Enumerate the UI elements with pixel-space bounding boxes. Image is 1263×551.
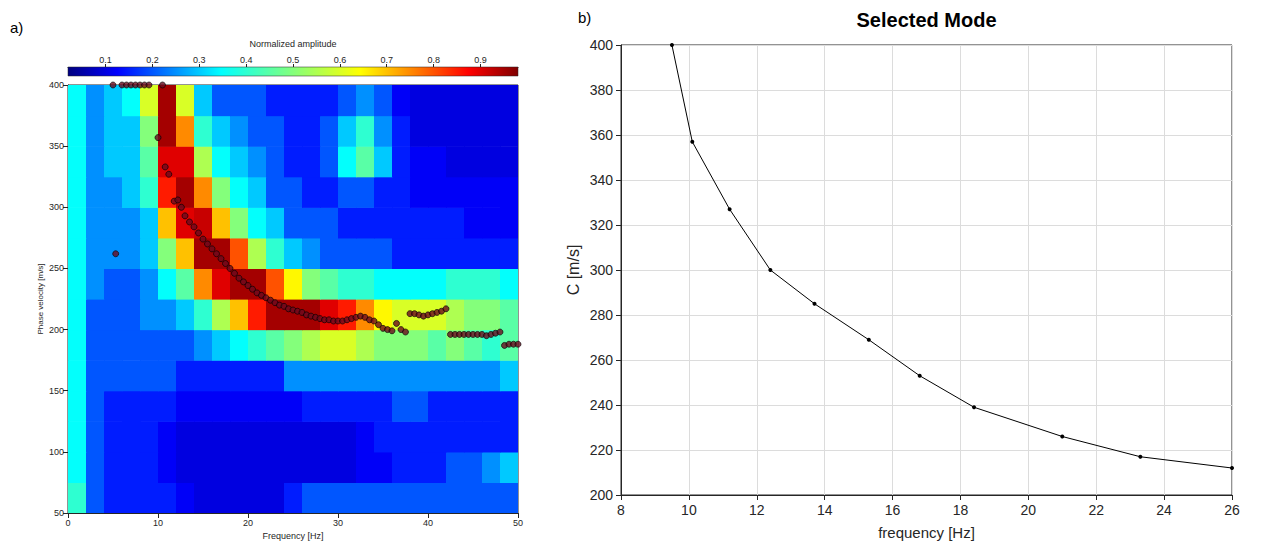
svg-text:0.6: 0.6 [334,55,347,65]
svg-text:20: 20 [243,518,253,528]
svg-text:Frequency [Hz]: Frequency [Hz] [262,531,323,541]
svg-text:a): a) [10,19,23,36]
svg-text:10: 10 [681,502,697,518]
svg-text:200: 200 [590,487,614,503]
svg-text:Phase velocity [m/s]: Phase velocity [m/s] [36,263,45,334]
svg-text:0.3: 0.3 [193,55,206,65]
svg-text:Selected Mode: Selected Mode [856,9,996,31]
svg-text:18: 18 [953,502,969,518]
svg-text:0: 0 [65,518,70,528]
svg-text:100: 100 [49,447,64,457]
svg-text:300: 300 [49,202,64,212]
svg-text:0.2: 0.2 [146,55,159,65]
svg-text:26: 26 [1224,502,1240,518]
svg-text:30: 30 [333,518,343,528]
svg-text:Normalized amplitude: Normalized amplitude [249,39,336,49]
svg-text:340: 340 [590,172,614,188]
svg-text:240: 240 [590,397,614,413]
svg-text:14: 14 [817,502,833,518]
svg-text:frequency [Hz]: frequency [Hz] [878,524,975,541]
svg-text:0.7: 0.7 [380,55,393,65]
svg-text:16: 16 [885,502,901,518]
svg-text:b): b) [578,9,591,26]
svg-text:20: 20 [1021,502,1037,518]
svg-text:400: 400 [590,37,614,53]
svg-text:0.8: 0.8 [427,55,440,65]
svg-text:220: 220 [590,442,614,458]
svg-text:360: 360 [590,127,614,143]
svg-text:C [m/s]: C [m/s] [565,245,582,296]
svg-text:300: 300 [590,262,614,278]
svg-text:50: 50 [54,508,64,518]
svg-text:200: 200 [49,325,64,335]
svg-text:320: 320 [590,217,614,233]
svg-text:0.9: 0.9 [474,55,487,65]
svg-text:350: 350 [49,141,64,151]
svg-text:22: 22 [1088,502,1104,518]
svg-text:24: 24 [1156,502,1172,518]
svg-text:250: 250 [49,263,64,273]
svg-text:0.1: 0.1 [99,55,112,65]
svg-text:8: 8 [617,502,625,518]
svg-text:0.5: 0.5 [287,55,300,65]
svg-text:50: 50 [513,518,523,528]
svg-text:380: 380 [590,82,614,98]
svg-text:40: 40 [423,518,433,528]
svg-text:0.4: 0.4 [240,55,253,65]
svg-text:10: 10 [153,518,163,528]
svg-text:260: 260 [590,352,614,368]
svg-text:280: 280 [590,307,614,323]
svg-text:150: 150 [49,386,64,396]
svg-text:12: 12 [749,502,765,518]
svg-text:400: 400 [49,80,64,90]
